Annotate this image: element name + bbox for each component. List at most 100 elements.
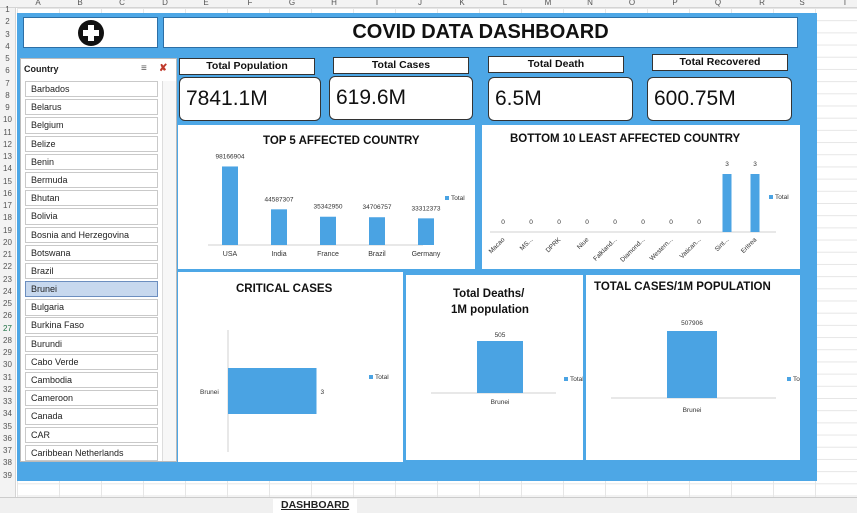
data-label: 0 (529, 219, 533, 226)
row-header[interactable]: 5 (5, 54, 10, 63)
row-header[interactable]: 32 (3, 384, 12, 394)
row-header[interactable]: 10 (3, 115, 12, 125)
row-header[interactable]: 18 (3, 213, 12, 223)
row-header[interactable]: 15 (3, 176, 12, 186)
column-header[interactable]: P (672, 0, 678, 7)
slicer-scrollbar[interactable] (162, 81, 176, 461)
row-header[interactable]: 7 (5, 78, 10, 88)
row-header[interactable]: 14 (3, 164, 12, 174)
column-header[interactable]: H (331, 0, 337, 7)
row-header[interactable]: 36 (3, 433, 12, 443)
row-header[interactable]: 28 (3, 335, 12, 345)
slicer-item-list: Barbados Belarus Belgium Belize Benin Bermuda… (25, 81, 158, 461)
column-header[interactable]: R (759, 0, 765, 7)
row-header[interactable]: 2 (5, 17, 10, 27)
column-header[interactable]: F (247, 0, 253, 7)
country-slicer[interactable]: Country ≡ ✘ Barbados Belarus Belgium Belize… (20, 58, 177, 462)
row-header[interactable]: 12 (3, 139, 12, 149)
column-header[interactable]: B (77, 0, 83, 7)
row-header[interactable]: 25 (3, 299, 12, 308)
row-header[interactable]: 23 (3, 274, 12, 284)
row-header[interactable]: 30 (3, 360, 12, 370)
multi-select-icon[interactable]: ≡ (141, 63, 147, 74)
column-header[interactable]: C (119, 0, 125, 7)
slicer-item[interactable]: Botswana (25, 244, 158, 261)
row-header[interactable]: 13 (3, 152, 12, 161)
row-header[interactable]: 29 (3, 348, 12, 357)
row-header[interactable]: 19 (3, 225, 12, 235)
row-header[interactable]: 9 (5, 103, 10, 112)
kpi-label-total-population: Total Population (179, 58, 315, 75)
clear-filter-icon[interactable]: ✘ (159, 63, 168, 74)
x-tick-label: Germany (412, 251, 441, 258)
y-tick-label: Brunei (200, 389, 219, 396)
slicer-item[interactable]: Burkina Faso (25, 317, 158, 334)
slicer-item[interactable]: Bhutan (25, 190, 158, 207)
slicer-item[interactable]: Belize (25, 135, 158, 152)
column-header[interactable]: I (375, 0, 379, 7)
x-tick-label: USA (223, 251, 238, 258)
row-header[interactable]: 22 (3, 262, 12, 272)
data-label: 0 (557, 219, 561, 226)
chart-deaths-panel[interactable]: Total Deaths/ 1M population 505 Brunei Tot… (406, 275, 583, 460)
column-header[interactable]: N (587, 0, 593, 7)
chart-bottom10-panel[interactable]: BOTTOM 10 LEAST AFFECTED COUNTRY 0 Macao 0… (482, 125, 800, 269)
column-header[interactable]: D (162, 0, 168, 7)
chart-top5-panel[interactable]: TOP 5 AFFECTED COUNTRY 98166904 USA 445873… (178, 125, 475, 269)
logo-box (23, 17, 158, 48)
row-header[interactable]: 1 (5, 5, 10, 14)
slicer-item[interactable]: Burundi (25, 335, 158, 352)
slicer-item[interactable]: Barbados (25, 81, 158, 98)
column-header[interactable]: J (418, 0, 422, 7)
slicer-item[interactable]: Belarus (25, 99, 158, 116)
slicer-item[interactable]: Caribbean Netherlands (25, 444, 158, 461)
row-header[interactable]: 27 (3, 323, 12, 333)
slicer-item[interactable]: Cameroon (25, 390, 158, 407)
slicer-item[interactable]: Cambodia (25, 372, 158, 389)
slicer-item[interactable]: Belgium (25, 117, 158, 134)
kpi-value-total-cases: 619.6M (329, 76, 473, 120)
slicer-item[interactable]: Brazil (25, 262, 158, 280)
column-header[interactable]: K (459, 0, 465, 7)
row-header[interactable]: 11 (3, 127, 12, 137)
data-label: 98166904 (216, 153, 245, 160)
row-header[interactable]: 26 (3, 311, 12, 321)
slicer-item[interactable]: Bolivia (25, 208, 158, 225)
column-header[interactable]: E (203, 0, 209, 7)
slicer-item[interactable]: Canada (25, 408, 158, 425)
column-header[interactable]: O (628, 0, 636, 7)
column-header[interactable]: M (544, 0, 552, 7)
column-header[interactable]: L (502, 0, 508, 7)
tab-dashboard[interactable]: DASHBOARD (273, 499, 358, 513)
slicer-item[interactable]: Brunei (25, 281, 158, 298)
row-header[interactable]: 3 (5, 29, 10, 39)
row-header[interactable]: 31 (3, 372, 12, 382)
column-header[interactable]: Q (714, 0, 722, 7)
slicer-item[interactable]: Bosnia and Herzegovina (25, 226, 158, 243)
column-header[interactable]: A (35, 0, 41, 7)
chart-cases-per-1m-panel[interactable]: TOTAL CASES/1M POPULATION 507906 Brunei To… (586, 275, 800, 460)
row-header[interactable]: 6 (5, 66, 10, 76)
slicer-item[interactable]: CAR (25, 426, 158, 443)
row-header[interactable]: 38 (3, 458, 12, 468)
row-header[interactable]: 39 (3, 470, 12, 480)
column-header[interactable]: T (842, 0, 848, 7)
chart-critical-panel[interactable]: CRITICAL CASES 3Brunei024Total (178, 272, 403, 462)
slicer-item[interactable]: Cabo Verde (25, 353, 158, 371)
row-header[interactable]: 16 (3, 188, 12, 198)
row-header[interactable]: 37 (3, 446, 12, 455)
row-header[interactable]: 20 (3, 237, 12, 247)
row-header[interactable]: 8 (5, 90, 10, 100)
row-header[interactable]: 17 (3, 201, 12, 210)
row-header[interactable]: 33 (3, 397, 12, 406)
column-header[interactable]: G (288, 0, 296, 7)
row-header[interactable]: 4 (5, 41, 10, 51)
slicer-item[interactable]: Bermuda (25, 171, 158, 189)
row-header[interactable]: 21 (3, 250, 12, 259)
slicer-item[interactable]: Benin (25, 153, 158, 171)
column-header[interactable]: S (799, 0, 805, 7)
slicer-item[interactable]: Bulgaria (25, 299, 158, 316)
row-header[interactable]: 24 (3, 286, 12, 296)
row-header[interactable]: 35 (3, 421, 12, 431)
row-header[interactable]: 34 (3, 409, 12, 419)
